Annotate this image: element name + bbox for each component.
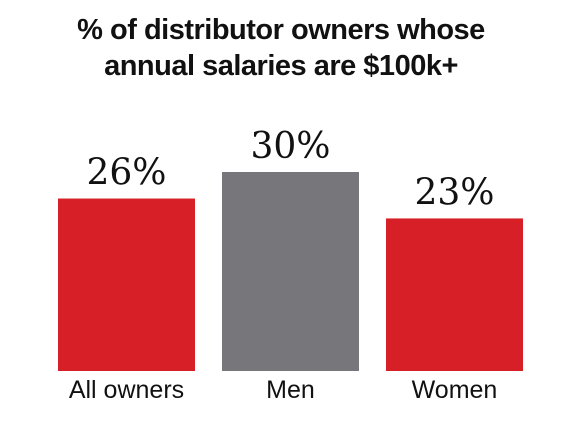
chart-title: % of distributor owners whose annual sal… (0, 12, 562, 84)
category-label-women: Women (412, 376, 498, 404)
value-label-all-owners: 26% (86, 153, 166, 194)
bar-men (222, 172, 359, 371)
category-label-men: Men (266, 376, 315, 404)
chart-title-line-1: % of distributor owners whose (77, 14, 485, 46)
value-label-men: 30% (250, 126, 330, 167)
value-label-women: 23% (414, 172, 494, 213)
chart-title-line-2: annual salaries are $100k+ (104, 50, 458, 82)
category-label-all-owners: All owners (69, 376, 184, 404)
bar-women (386, 218, 523, 371)
bar-all-owners (58, 198, 195, 371)
